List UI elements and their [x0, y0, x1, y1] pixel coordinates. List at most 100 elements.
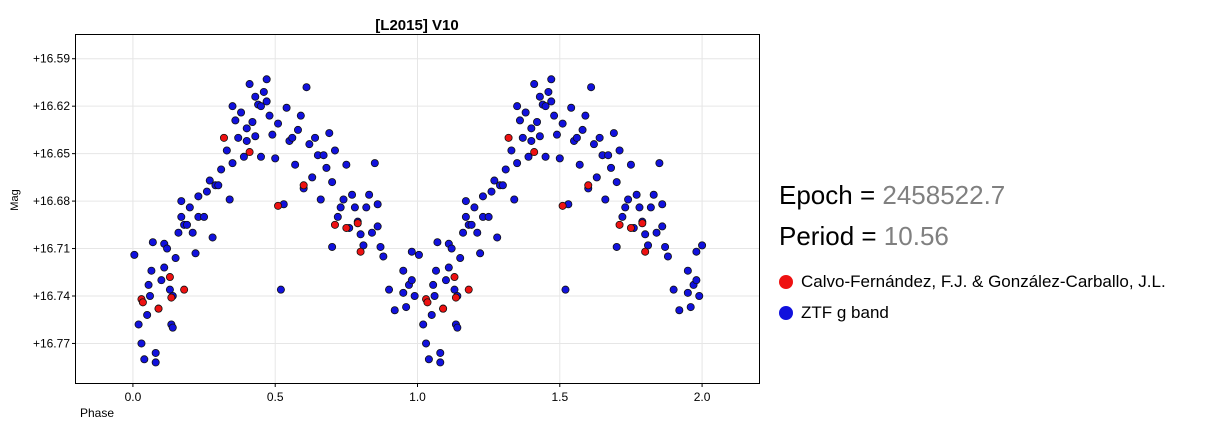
data-point-ztf	[661, 242, 670, 251]
data-point-ztf	[325, 129, 334, 138]
data-point-ztf	[453, 323, 462, 332]
data-point-ztf	[476, 249, 485, 258]
data-point-ztf	[658, 200, 667, 209]
data-point-ztf	[513, 159, 522, 168]
data-point-ztf	[601, 195, 610, 204]
data-point-ztf	[429, 280, 438, 289]
data-point-calvo	[165, 273, 174, 282]
grid-lines	[76, 35, 759, 383]
data-point-ztf	[527, 136, 536, 145]
data-point-ztf	[592, 173, 601, 182]
data-point-ztf	[259, 87, 268, 96]
data-point-calvo	[342, 223, 351, 232]
data-point-ztf	[658, 222, 667, 231]
data-point-ztf	[441, 276, 450, 285]
chart-title: [L2015] V10	[375, 17, 458, 34]
data-point-ztf	[686, 303, 695, 312]
y-tick-label: +16.68	[33, 194, 70, 208]
data-point-ztf	[612, 242, 621, 251]
x-axis-label: Phase	[80, 406, 114, 420]
y-tick-label: +16.62	[33, 99, 70, 113]
data-point-ztf	[228, 159, 237, 168]
data-point-calvo	[450, 273, 459, 282]
data-point-ztf	[513, 102, 522, 111]
epoch-text: Epoch = 2458522.7	[779, 180, 1005, 211]
data-point-ztf	[222, 146, 231, 155]
data-point-ztf	[231, 116, 240, 125]
period-value: 10.56	[883, 221, 949, 251]
data-point-calvo	[641, 247, 650, 256]
data-point-ztf	[214, 181, 223, 190]
data-point-ztf	[632, 190, 641, 199]
data-point-ztf	[143, 310, 152, 319]
data-point-calvo	[356, 247, 365, 256]
data-point-ztf	[322, 163, 331, 172]
data-point-ztf	[507, 146, 516, 155]
data-point-ztf	[302, 83, 311, 92]
legend-item-calvo: Calvo-Fernández, F.J. & González-Carball…	[779, 272, 1166, 292]
data-point-ztf	[311, 133, 320, 142]
data-point-ztf	[330, 146, 339, 155]
data-point-ztf	[265, 111, 274, 120]
data-point-ztf	[288, 133, 297, 142]
data-point-ztf	[293, 125, 302, 134]
data-point-ztf	[427, 310, 436, 319]
data-point-ztf	[663, 252, 672, 261]
data-point-ztf	[447, 244, 456, 253]
data-point-ztf	[692, 276, 701, 285]
data-point-ztf	[541, 102, 550, 111]
data-point-ztf	[144, 280, 153, 289]
data-point-ztf	[567, 103, 576, 112]
data-point-ztf	[541, 152, 550, 161]
data-point-ztf	[316, 195, 325, 204]
data-point-ztf	[518, 133, 527, 142]
legend-marker-blue	[779, 306, 793, 320]
data-point-ztf	[572, 133, 581, 142]
x-axis-ticks: 0.0 0.5 1.0 1.5 2.0	[125, 383, 711, 404]
period-label: Period =	[779, 221, 884, 251]
data-point-ztf	[239, 152, 248, 161]
data-point-ztf	[268, 130, 277, 139]
data-point-calvo	[439, 304, 448, 313]
data-point-ztf	[208, 233, 217, 242]
data-point-calvo	[615, 220, 624, 229]
data-point-calvo	[167, 293, 176, 302]
data-point-ztf	[151, 348, 160, 357]
data-point-ztf	[649, 190, 658, 199]
data-point-ztf	[487, 187, 496, 196]
data-point-ztf	[228, 102, 237, 111]
data-point-ztf	[177, 197, 186, 206]
data-point-ztf	[399, 288, 408, 297]
x-tick-label: 1.5	[551, 390, 568, 404]
y-tick-label: +16.74	[33, 289, 70, 303]
data-point-ztf	[607, 163, 616, 172]
data-point-ztf	[407, 276, 416, 285]
x-tick-label: 2.0	[694, 390, 711, 404]
data-point-ztf	[436, 348, 445, 357]
data-point-ztf	[456, 254, 465, 263]
data-point-ztf	[609, 129, 618, 138]
legend-marker-red	[779, 275, 793, 289]
data-point-ztf	[185, 203, 194, 212]
data-point-ztf	[578, 125, 587, 134]
data-point-calvo	[274, 201, 283, 210]
data-point-ztf	[547, 97, 556, 106]
y-tick-label: +16.77	[33, 336, 70, 350]
data-point-ztf	[296, 111, 305, 120]
data-point-ztf	[626, 160, 635, 169]
data-point-ztf	[547, 75, 556, 84]
data-point-ztf	[168, 323, 177, 332]
data-points	[130, 75, 707, 367]
legend-label-ztf: ZTF g band	[801, 303, 889, 322]
data-point-ztf	[461, 197, 470, 206]
data-point-ztf	[646, 203, 655, 212]
data-point-ztf	[373, 200, 382, 209]
period-text: Period = 10.56	[779, 221, 949, 252]
data-point-calvo	[219, 133, 228, 142]
data-point-ztf	[581, 111, 590, 120]
data-point-ztf	[683, 288, 692, 297]
data-point-ztf	[675, 306, 684, 315]
data-point-ztf	[624, 195, 633, 204]
data-point-ztf	[561, 285, 570, 294]
data-point-ztf	[424, 355, 433, 364]
